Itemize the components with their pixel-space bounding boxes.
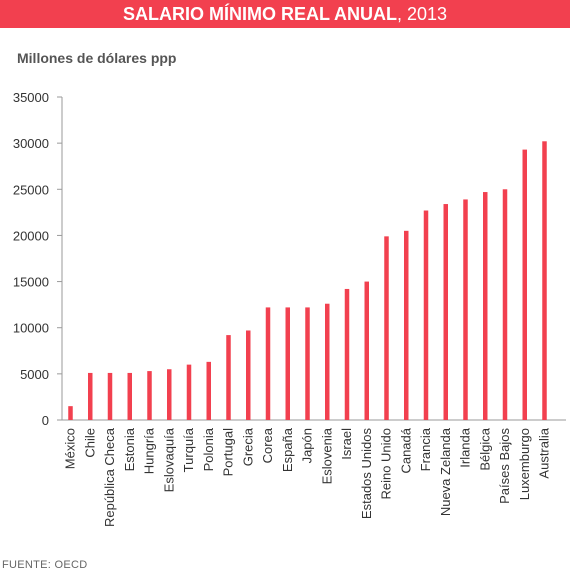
bar [325,303,330,420]
chart-title-year: , 2013 [396,3,448,24]
source-note: FUENTE: OECD [2,559,88,571]
y-tick-label: 25000 [13,182,49,197]
x-category-label: Eslovenia [319,427,334,484]
x-category-label: Turquía [181,427,196,472]
y-tick-label: 30000 [13,136,49,151]
x-category-label: Chile [82,428,97,458]
y-tick-label: 10000 [13,321,49,336]
x-category-label: Eslovaquía [161,427,176,492]
x-category-label: República Checa [102,427,117,527]
bar [502,189,508,420]
x-category-label: Estonia [122,427,137,471]
x-category-label: Reino Unido [379,428,394,500]
chart-title: SALARIO MÍNIMO REAL ANUAL [122,3,397,24]
x-category-label: Polonia [201,427,216,471]
y-tick-label: 15000 [13,275,49,290]
x-category-label: Nueva Zelanda [438,427,453,516]
bar [127,372,132,420]
y-tick-label: 0 [42,413,49,428]
x-category-label: Corea [260,427,275,463]
x-category-label: Países Bajos [497,428,512,504]
bar [344,288,350,420]
x-category-label: Francia [418,427,433,471]
x-category-label: Bélgica [477,427,492,470]
x-category-label: Luxemburgo [517,428,532,500]
x-category-label: Portugal [221,428,236,477]
bar [265,307,271,420]
bar [107,372,113,420]
bar [384,236,389,420]
x-category-label: España [280,427,295,472]
y-tick-label: 20000 [13,228,49,243]
y-axis-unit-label: Millones de dólares ppp [17,50,177,66]
title-bar: SALARIO MÍNIMO REAL ANUAL, 2013 [0,0,570,28]
bar [206,361,211,420]
bar [483,192,488,420]
x-category-label: Estados Unidos [359,428,374,520]
bar [226,335,231,420]
x-category-label: Australia [537,427,552,478]
x-category-label: Israel [339,428,354,460]
bar [404,230,409,420]
bar [246,330,251,420]
bar [147,371,152,420]
y-tick-label: 35000 [13,90,49,105]
bar [463,199,468,420]
bar [443,204,448,420]
bar [68,406,73,420]
bar [167,369,172,420]
x-category-label: Irlanda [458,427,473,468]
bar [285,307,290,420]
bar [522,149,527,421]
x-category-label: Hungría [142,427,157,474]
x-category-label: Grecia [240,427,255,466]
bar [305,307,310,420]
bar [364,281,369,420]
x-category-label: Canadá [398,427,413,473]
bar [542,141,547,420]
bar [88,372,93,420]
bar [186,364,192,420]
bar [423,210,429,420]
x-category-label: Japón [300,428,315,463]
x-category-label: México [63,428,78,469]
y-tick-label: 5000 [20,367,49,382]
